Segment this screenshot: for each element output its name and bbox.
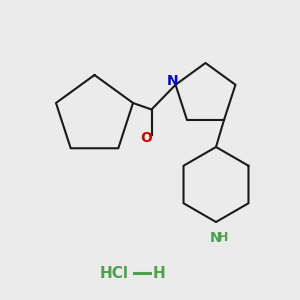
Text: O: O <box>140 131 152 145</box>
Text: H: H <box>153 266 165 280</box>
Text: HCl: HCl <box>100 266 128 280</box>
Text: N: N <box>210 231 222 245</box>
Text: N: N <box>167 74 178 88</box>
Text: H: H <box>218 231 229 244</box>
